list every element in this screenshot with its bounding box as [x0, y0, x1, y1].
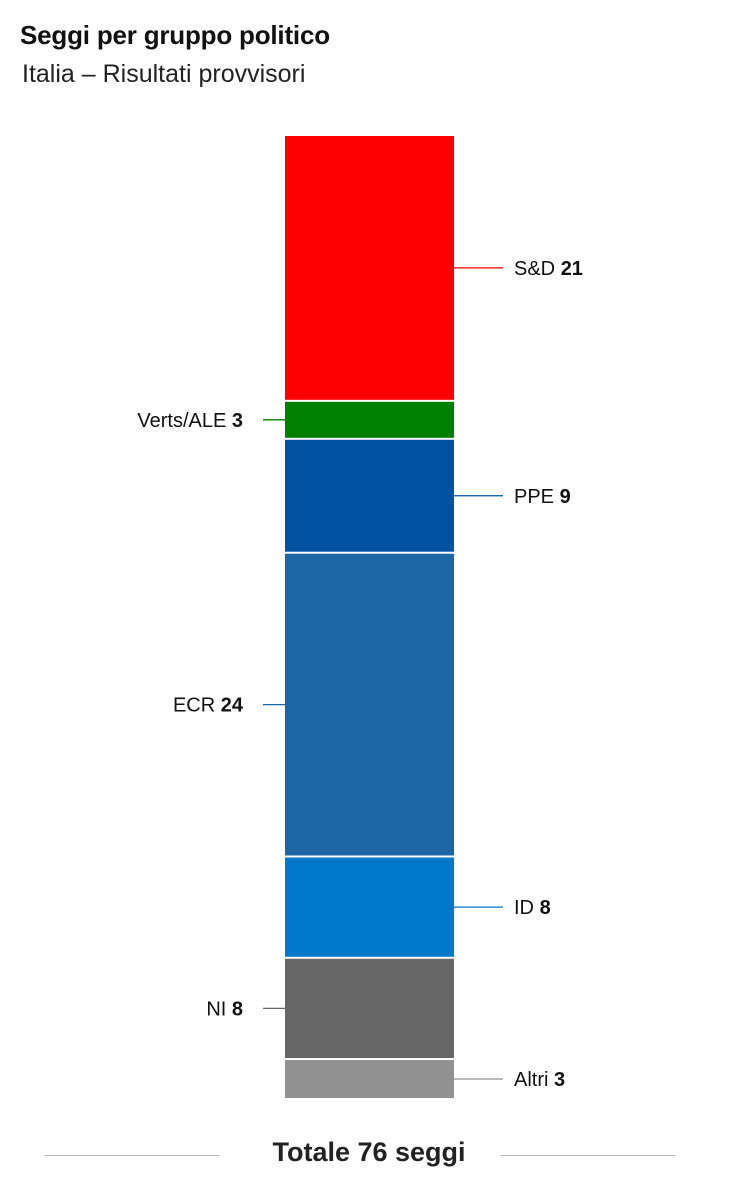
- segment-label-verts-ale: Verts/ALE 3: [137, 410, 243, 432]
- bar-segment-altri: [285, 1060, 454, 1098]
- bar-segment-ni: [285, 958, 454, 1059]
- segment-label-s-d: S&D 21: [514, 258, 583, 280]
- segment-value-ppe: 9: [560, 486, 571, 508]
- segment-label-id: ID 8: [514, 897, 551, 919]
- segment-label-altri: Altri 3: [514, 1069, 565, 1091]
- segment-value-ecr: 24: [221, 695, 244, 717]
- segment-name-verts-ale: Verts/ALE: [137, 410, 232, 432]
- bar-segment-verts-ale: [285, 401, 454, 438]
- segment-label-ecr: ECR 24: [173, 695, 244, 717]
- segment-name-id: ID: [514, 897, 540, 919]
- segment-label-ppe: PPE 9: [514, 486, 571, 508]
- segment-value-s-d: 21: [561, 258, 583, 280]
- segment-name-altri: Altri: [514, 1069, 554, 1091]
- footer-divider-right: [500, 1155, 676, 1156]
- bar-segment-ppe: [285, 439, 454, 552]
- segment-value-verts-ale: 3: [232, 410, 243, 432]
- segment-name-ppe: PPE: [514, 486, 560, 508]
- bar-segment-s-d: [285, 136, 454, 400]
- bar-segment-ecr: [285, 553, 454, 856]
- segment-name-ecr: ECR: [173, 695, 221, 717]
- chart-subtitle: Italia – Risultati provvisori: [22, 60, 306, 88]
- segment-value-id: 8: [540, 897, 551, 919]
- segment-name-s-d: S&D: [514, 258, 561, 280]
- segment-label-ni: NI 8: [206, 998, 243, 1020]
- segment-value-altri: 3: [554, 1069, 565, 1091]
- segment-name-ni: NI: [206, 998, 232, 1020]
- footer-divider-left: [44, 1155, 220, 1156]
- total-seats-label: Totale 76 seggi: [272, 1137, 466, 1167]
- segment-value-ni: 8: [232, 998, 243, 1020]
- bar-segment-id: [285, 857, 454, 957]
- chart-title: Seggi per gruppo politico: [20, 20, 330, 50]
